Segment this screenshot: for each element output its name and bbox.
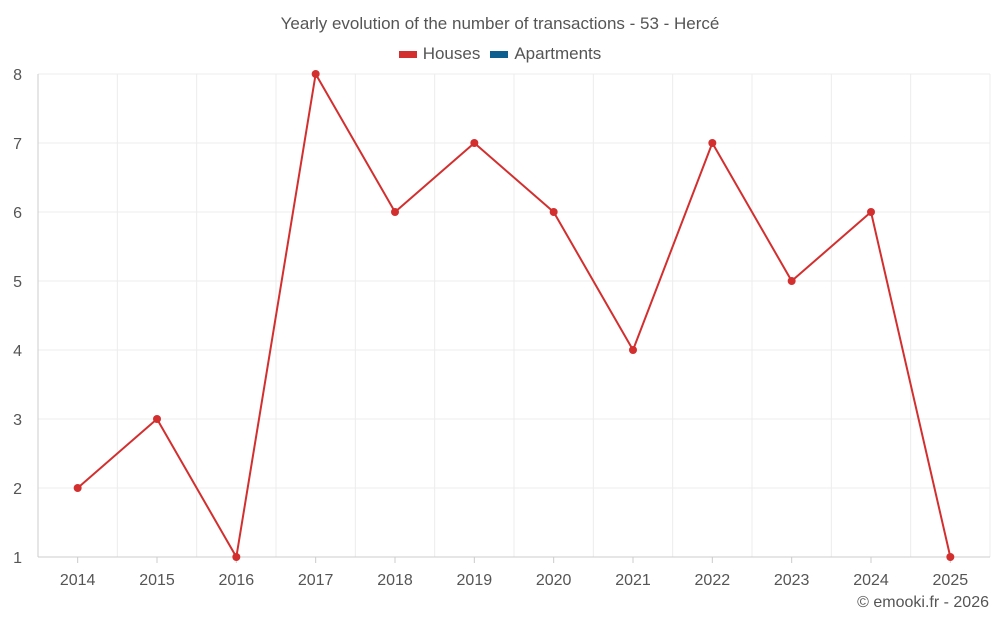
data-point-houses-2018	[391, 208, 399, 216]
y-tick-label: 2	[13, 481, 22, 498]
legend-swatch-apartments	[490, 50, 509, 58]
series-line-houses	[77, 73, 952, 558]
legend-swatch-houses	[398, 50, 417, 58]
data-point-houses-2020	[549, 208, 558, 216]
x-tick-label: 2017	[298, 572, 334, 589]
data-point-houses-2019	[470, 139, 479, 147]
x-tick-label: 2016	[219, 572, 255, 589]
x-tick-label: 2019	[457, 572, 493, 589]
y-tick-label: 5	[13, 274, 22, 291]
data-point-houses-2025	[946, 553, 955, 561]
legend: Houses Apartments	[0, 44, 1000, 64]
x-tick-label: 2018	[377, 572, 413, 589]
chart-title: Yearly evolution of the number of transa…	[280, 14, 720, 33]
x-tick-label: 2021	[615, 572, 651, 589]
legend-item-houses[interactable]: Houses	[398, 44, 481, 64]
y-tick-labels: 1 2 3 4 5 6 7 8	[13, 67, 22, 567]
data-point-houses-2021	[629, 346, 637, 354]
x-tick-labels: 2014 2015 2016 2017 2018 2019 2020 2021 2022 2023…	[60, 572, 968, 589]
x-tick-label: 2025	[933, 572, 969, 589]
x-tick-label: 2020	[536, 572, 572, 589]
credit-text: © emooki.fr - 2026	[857, 594, 989, 611]
y-tick-label: 7	[13, 136, 22, 153]
y-tick-label: 3	[13, 412, 22, 429]
series-layer	[73, 70, 955, 561]
x-tick-label: 2022	[695, 572, 731, 589]
data-point-houses-2017	[311, 70, 320, 78]
data-point-houses-2022	[708, 139, 717, 147]
grid	[38, 73, 991, 557]
data-point-houses-2023	[787, 277, 796, 285]
x-tick-label: 2023	[774, 572, 810, 589]
y-tick-label: 8	[13, 67, 22, 84]
legend-label-houses: Houses	[422, 44, 481, 63]
y-tick-label: 6	[13, 205, 22, 222]
data-point-houses-2014	[73, 484, 82, 492]
y-tick-label: 4	[13, 343, 22, 360]
data-point-houses-2015	[153, 415, 161, 423]
data-point-houses-2024	[867, 208, 875, 216]
legend-label-apartments: Apartments	[514, 44, 602, 63]
x-tick-label: 2024	[853, 572, 889, 589]
legend-item-apartments[interactable]: Apartments	[490, 44, 601, 64]
x-tick-label: 2014	[60, 572, 96, 589]
x-tick-label: 2015	[139, 572, 175, 589]
data-point-houses-2016	[232, 553, 241, 561]
y-tick-label: 1	[13, 550, 22, 567]
